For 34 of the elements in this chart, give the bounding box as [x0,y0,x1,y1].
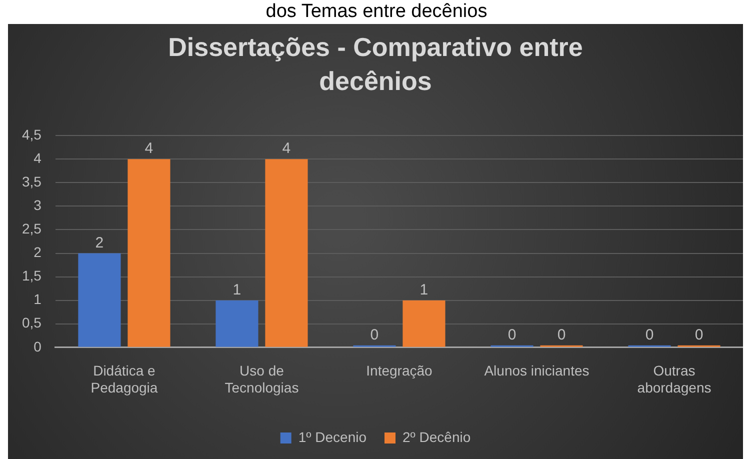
data-label: 1 [420,281,428,298]
data-label: 0 [645,326,654,344]
y-tick-label: 4 [34,150,42,166]
data-label: 0 [508,326,516,344]
y-tick-label: 3 [34,197,42,214]
data-label: 0 [370,326,379,344]
y-tick-label: 3,5 [22,174,42,190]
y-tick-label: 4,5 [22,126,42,142]
x-tick-label: Alunos iniciantes [484,362,590,379]
x-tick-label: Uso de Tecnologias [224,362,299,396]
bar [78,253,121,347]
x-tick-label: Didática e Pedagogia [90,362,158,396]
bar [265,159,308,347]
legend-label: 2º Decênio [402,428,471,445]
bar [402,300,446,347]
data-label: 4 [282,140,291,158]
data-label: 0 [557,326,566,344]
data-label: 2 [95,234,104,252]
x-tick-label: Integração [366,362,433,379]
data-label: 4 [144,140,154,158]
bar [128,159,170,347]
y-tick-label: 2 [34,244,42,260]
x-tick-label: Outras abordagens [637,362,712,396]
bar [216,300,258,347]
text: dos Temas entre decênios [264,0,488,24]
y-tick-label: 0,5 [22,314,42,331]
y-tick-label: 1,5 [22,268,42,284]
legend-label: 1º Decenio [298,428,367,445]
y-tick-label: 0 [34,338,42,354]
y-tick-label: 2,5 [22,220,42,237]
data-label: 0 [694,326,704,344]
chart-title: Dissertações - Comparativo entre decênios [168,32,583,96]
data-label: 1 [232,281,242,298]
y-tick-label: 1 [34,291,42,308]
